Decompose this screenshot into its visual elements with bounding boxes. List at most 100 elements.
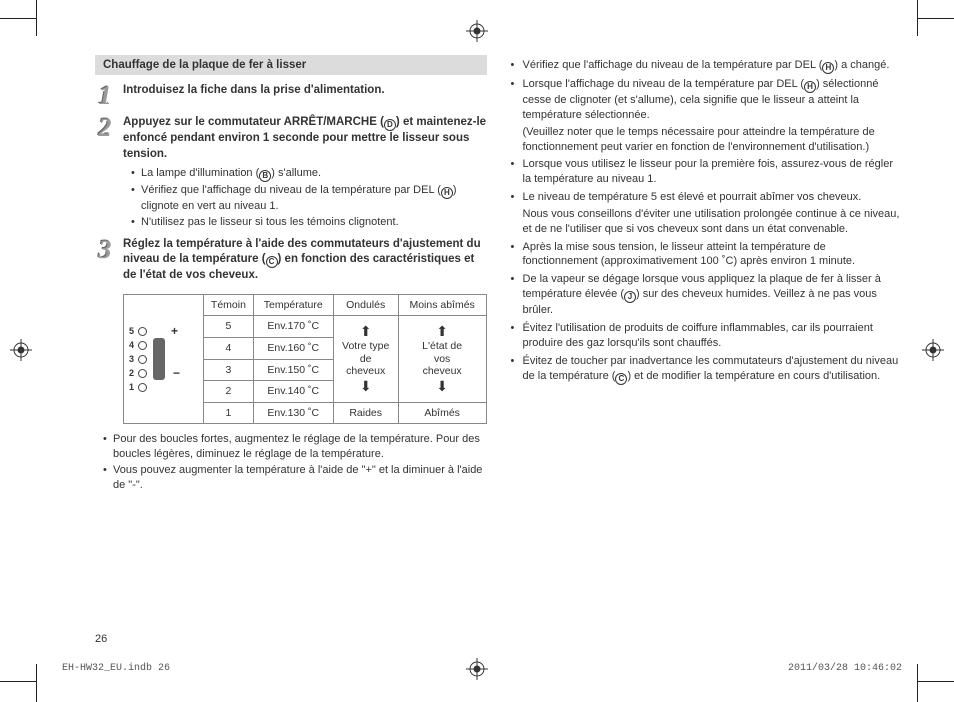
note-text: Nous vous conseillons d'éviter une utili… bbox=[523, 207, 903, 237]
crop-mark bbox=[36, 664, 37, 702]
diagram-level-label: 4 bbox=[126, 340, 134, 351]
table-cell: 1 bbox=[204, 402, 254, 424]
list-item: Lorsque vous utilisez le lisseur pour la… bbox=[511, 157, 903, 187]
text: L'état de vos cheveux bbox=[401, 340, 484, 378]
table-cell: 2 bbox=[204, 381, 254, 403]
text: Appuyez sur le commutateur ARRÊT/MARCHE bbox=[123, 116, 380, 128]
step-1: 1 Introduisez la fiche dans la prise d'a… bbox=[95, 83, 487, 109]
page-content: Chauffage de la plaque de fer à lisser 1… bbox=[95, 55, 902, 645]
registration-mark-icon bbox=[466, 20, 488, 42]
table-cell: 3 bbox=[204, 359, 254, 381]
crop-mark bbox=[918, 681, 954, 682]
list-item: De la vapeur se dégage lorsque vous appl… bbox=[511, 272, 903, 318]
list-item: Pour des boucles fortes, augmentez le ré… bbox=[103, 432, 487, 462]
step-title: Réglez la température à l'aide des commu… bbox=[123, 237, 487, 284]
led-icon bbox=[138, 341, 147, 350]
diagram-level-label: 5 bbox=[126, 326, 134, 337]
bullets-list: Vérifiez que l'affichage du niveau de la… bbox=[511, 58, 903, 385]
diagram-level-label: 1 bbox=[126, 382, 134, 393]
note-text: (Veuillez noter que le temps nécessaire … bbox=[523, 125, 903, 155]
step-2: 2 Appuyez sur le commutateur ARRÊT/MARCH… bbox=[95, 115, 487, 231]
step-title: Introduisez la fiche dans la prise d'ali… bbox=[123, 83, 487, 99]
step-number: 1 bbox=[95, 83, 115, 109]
circled-letter-icon: B bbox=[259, 170, 271, 182]
table-cell: 4 bbox=[204, 337, 254, 359]
list-item: Évitez l'utilisation de produits de coif… bbox=[511, 321, 903, 351]
table-cell: 5 bbox=[204, 316, 254, 338]
temperature-table: 5 + 4 3 2 − 1 Témoin Température Ondulés M… bbox=[123, 294, 487, 425]
crop-mark bbox=[36, 0, 37, 36]
section-heading: Chauffage de la plaque de fer à lisser bbox=[95, 55, 487, 75]
circled-letter-icon: D bbox=[384, 119, 396, 131]
list-item: Lorsque l'affichage du niveau de la temp… bbox=[511, 77, 903, 154]
circled-letter-icon: H bbox=[441, 187, 453, 199]
diagram-level-label: 2 bbox=[126, 368, 134, 379]
step-number: 2 bbox=[95, 115, 115, 231]
text: Vérifiez que l'affichage du niveau de la… bbox=[523, 59, 823, 71]
crop-mark bbox=[0, 18, 36, 19]
led-icon bbox=[138, 327, 147, 336]
arrow-up-icon: ⬆ bbox=[336, 323, 396, 340]
list-item: Évitez de toucher par inadvertance les c… bbox=[511, 354, 903, 385]
list-item: Vérifiez que l'affichage du niveau de la… bbox=[131, 183, 487, 214]
table-cell: ⬆Votre type de cheveux⬇ bbox=[333, 316, 398, 402]
crop-mark bbox=[0, 681, 36, 682]
table-cell: Abîmés bbox=[398, 402, 486, 424]
circled-letter-icon: J bbox=[624, 291, 636, 303]
right-column: Vérifiez que l'affichage du niveau de la… bbox=[511, 55, 903, 645]
table-cell: Env.160 ˚C bbox=[253, 337, 333, 359]
text: Lorsque l'affichage du niveau de la temp… bbox=[523, 78, 805, 90]
registration-mark-icon bbox=[466, 658, 488, 680]
registration-mark-icon bbox=[10, 339, 32, 361]
circled-letter-icon: C bbox=[266, 256, 278, 268]
list-item: Après la mise sous tension, le lisseur a… bbox=[511, 240, 903, 270]
list-item: N'utilisez pas le lisseur si tous les té… bbox=[131, 215, 487, 230]
crop-mark bbox=[917, 664, 918, 702]
step-number: 3 bbox=[95, 237, 115, 284]
table-header: Moins abîmés bbox=[398, 294, 486, 316]
crop-mark bbox=[918, 18, 954, 19]
plus-sign: + bbox=[171, 324, 178, 338]
minus-sign: − bbox=[173, 366, 180, 380]
led-icon bbox=[138, 369, 147, 378]
list-item: Le niveau de température 5 est élevé et … bbox=[511, 190, 903, 237]
footer-timestamp: 2011/03/28 10:46:02 bbox=[788, 663, 902, 674]
table-cell: Raides bbox=[333, 402, 398, 424]
list-item: Vous pouvez augmenter la température à l… bbox=[103, 463, 487, 493]
list-item: Vérifiez que l'affichage du niveau de la… bbox=[511, 58, 903, 74]
text: ) s'allume. bbox=[271, 167, 321, 179]
circled-letter-icon: C bbox=[615, 373, 627, 385]
table-cell: ⬆L'état de vos cheveux⬇ bbox=[398, 316, 486, 402]
arrow-up-icon: ⬆ bbox=[401, 323, 484, 340]
circled-letter-icon: H bbox=[804, 81, 816, 93]
left-column: Chauffage de la plaque de fer à lisser 1… bbox=[95, 55, 487, 645]
text: Le niveau de température 5 est élevé et … bbox=[523, 191, 862, 203]
level-diagram: 5 + 4 3 2 − 1 bbox=[126, 324, 196, 394]
crop-mark bbox=[917, 0, 918, 36]
slider-bar-icon bbox=[153, 338, 165, 352]
arrow-down-icon: ⬇ bbox=[336, 378, 396, 395]
table-header: Ondulés bbox=[333, 294, 398, 316]
circled-letter-icon: H bbox=[822, 62, 834, 74]
table-cell: Env.130 ˚C bbox=[253, 402, 333, 424]
table-header: Température bbox=[253, 294, 333, 316]
led-icon bbox=[138, 383, 147, 392]
text: La lampe d'illumination ( bbox=[141, 167, 259, 179]
text: ) et de modifier la température en cours… bbox=[627, 370, 880, 382]
table-cell: Env.150 ˚C bbox=[253, 359, 333, 381]
table-cell: Env.140 ˚C bbox=[253, 381, 333, 403]
text: Vérifiez que l'affichage du niveau de la… bbox=[141, 184, 441, 196]
step-title: Appuyez sur le commutateur ARRÊT/MARCHE … bbox=[123, 115, 487, 162]
registration-mark-icon bbox=[922, 339, 944, 361]
diagram-level-label: 3 bbox=[126, 354, 134, 365]
table-header: Témoin bbox=[204, 294, 254, 316]
text: Votre type de cheveux bbox=[336, 340, 396, 378]
text: ) a changé. bbox=[834, 59, 889, 71]
table-cell: Env.170 ˚C bbox=[253, 316, 333, 338]
notes-list: Pour des boucles fortes, augmentez le ré… bbox=[95, 432, 487, 492]
footer-filename: EH-HW32_EU.indb 26 bbox=[62, 663, 170, 674]
arrow-down-icon: ⬇ bbox=[401, 378, 484, 395]
sub-list: La lampe d'illumination (B) s'allume. Vé… bbox=[123, 166, 487, 230]
step-3: 3 Réglez la température à l'aide des com… bbox=[95, 237, 487, 284]
slider-bar-icon bbox=[153, 366, 165, 380]
